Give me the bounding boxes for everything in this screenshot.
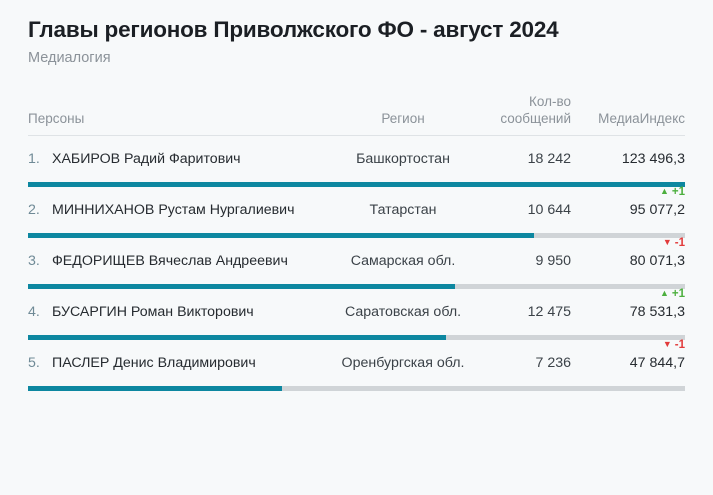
person-name[interactable]: ПАСЛЕР Денис Владимирович [52, 355, 256, 372]
cell-region: Саратовская обл. [344, 304, 462, 321]
rank-change-badge: ▲ +1 [660, 289, 685, 301]
media-index-bar-fill [28, 284, 456, 290]
cell-person: 4. БУСАРГИН Роман Викторович [28, 303, 328, 322]
media-index-bar-track [28, 182, 685, 188]
media-index-value: 80 071,3 [629, 253, 685, 270]
table-row[interactable]: 3. ФЕДОРИЩЕВ Вячеслав Андреевич Самарская … [28, 238, 685, 290]
media-index-bar-fill [28, 335, 446, 341]
cell-message-count: 9 950 [535, 253, 571, 270]
rank-change-value: -1 [674, 237, 685, 250]
cell-region: Башкортостан [356, 151, 450, 168]
cell-media-index: 123 496,3 [573, 150, 685, 169]
page-header: Главы регионов Приволжского ФО - август … [28, 0, 685, 68]
cell-region: Татарстан [369, 202, 437, 219]
cell-region: Оренбургская обл. [341, 355, 465, 372]
rank-change-value: +1 [671, 288, 685, 301]
column-header-person: Персоны [28, 110, 85, 126]
cell-message-count: 12 475 [527, 304, 571, 321]
table-header-row: Персоны Регион Кол-во сообщений МедиаИнд… [28, 94, 685, 137]
table-row-content: 2. МИННИХАНОВ Рустам Нургалиевич Татарстан… [28, 187, 685, 220]
rank-number: 4. [28, 304, 40, 321]
cell-person: 1. ХАБИРОВ Радий Фаритович [28, 150, 328, 169]
cell-message-count: 18 242 [527, 151, 571, 168]
cell-person: 3. ФЕДОРИЩЕВ Вячеслав Андреевич [28, 252, 328, 271]
column-header-message-count-line1: Кол-во [529, 94, 571, 110]
media-index-bar-track [28, 335, 685, 341]
table-row[interactable]: 2. МИННИХАНОВ Рустам Нургалиевич Татарстан… [28, 187, 685, 239]
rank-number: 1. [28, 151, 40, 168]
page-title: Главы регионов Приволжского ФО - август … [28, 17, 559, 42]
table-row-content: 4. БУСАРГИН Роман Викторович Саратовская о… [28, 289, 685, 322]
media-index-bar-track [28, 233, 685, 239]
cell-person: 5. ПАСЛЕР Денис Владимирович [28, 354, 328, 373]
person-name[interactable]: ХАБИРОВ Радий Фаритович [52, 151, 241, 168]
media-index-bar-track [28, 386, 685, 392]
media-index-bar-fill [28, 233, 534, 239]
media-index-value: 95 077,2 [629, 202, 685, 219]
table-row[interactable]: 1. ХАБИРОВ Радий Фаритович Башкортостан 18 … [28, 136, 685, 188]
column-header-message-count: Кол-во сообщений [478, 94, 573, 127]
person-name[interactable]: ФЕДОРИЩЕВ Вячеслав Андреевич [52, 253, 288, 270]
table-row-content: 1. ХАБИРОВ Радий Фаритович Башкортостан 18 … [28, 150, 685, 169]
cell-message-count: 7 236 [535, 355, 571, 372]
cell-media-index: ▲ +1 78 531,3 [573, 289, 685, 322]
table-body: 1. ХАБИРОВ Радий Фаритович Башкортостан 18 … [28, 136, 685, 392]
cell-message-count: 10 644 [527, 202, 571, 219]
rank-number: 3. [28, 253, 40, 270]
ranking-table: Персоны Регион Кол-во сообщений МедиаИнд… [28, 94, 685, 392]
media-index-bar-track [28, 284, 685, 290]
table-row[interactable]: 4. БУСАРГИН Роман Викторович Саратовская о… [28, 289, 685, 341]
cell-person: 2. МИННИХАНОВ Рустам Нургалиевич [28, 201, 328, 220]
rank-change-value: -1 [674, 339, 685, 352]
rank-number: 2. [28, 202, 40, 219]
rank-number: 5. [28, 355, 40, 372]
column-header-message-count-line2: сообщений [500, 110, 571, 126]
triangle-up-icon: ▲ [659, 288, 669, 299]
media-index-value: 47 844,7 [629, 355, 685, 372]
person-name[interactable]: МИННИХАНОВ Рустам Нургалиевич [52, 202, 295, 219]
triangle-down-icon: ▼ [662, 339, 672, 350]
page-subtitle: Медиалогия [28, 50, 111, 67]
cell-media-index: ▲ +1 95 077,2 [573, 187, 685, 220]
cell-media-index: ▼ -1 47 844,7 [573, 340, 685, 373]
table-row-content: 5. ПАСЛЕР Денис Владимирович Оренбургская … [28, 340, 685, 373]
media-index-bar-fill [28, 182, 685, 188]
rank-change-badge: ▼ -1 [663, 238, 685, 250]
table-row[interactable]: 5. ПАСЛЕР Денис Владимирович Оренбургская … [28, 340, 685, 392]
table-row-content: 3. ФЕДОРИЩЕВ Вячеслав Андреевич Самарская … [28, 238, 685, 271]
rank-change-badge: ▼ -1 [663, 340, 685, 352]
rank-change-badge: ▲ +1 [660, 187, 685, 199]
media-index-value: 78 531,3 [629, 304, 685, 321]
person-name[interactable]: БУСАРГИН Роман Викторович [52, 304, 254, 321]
column-header-region: Регион [381, 110, 425, 126]
media-index-bar-fill [28, 386, 283, 392]
cell-region: Самарская обл. [350, 253, 456, 270]
column-header-media-index: МедиаИндекс [598, 110, 685, 126]
cell-media-index: ▼ -1 80 071,3 [573, 238, 685, 271]
rank-change-value: +1 [671, 186, 685, 199]
triangle-up-icon: ▲ [659, 186, 669, 197]
media-index-value: 123 496,3 [621, 151, 685, 168]
triangle-down-icon: ▼ [662, 237, 672, 248]
